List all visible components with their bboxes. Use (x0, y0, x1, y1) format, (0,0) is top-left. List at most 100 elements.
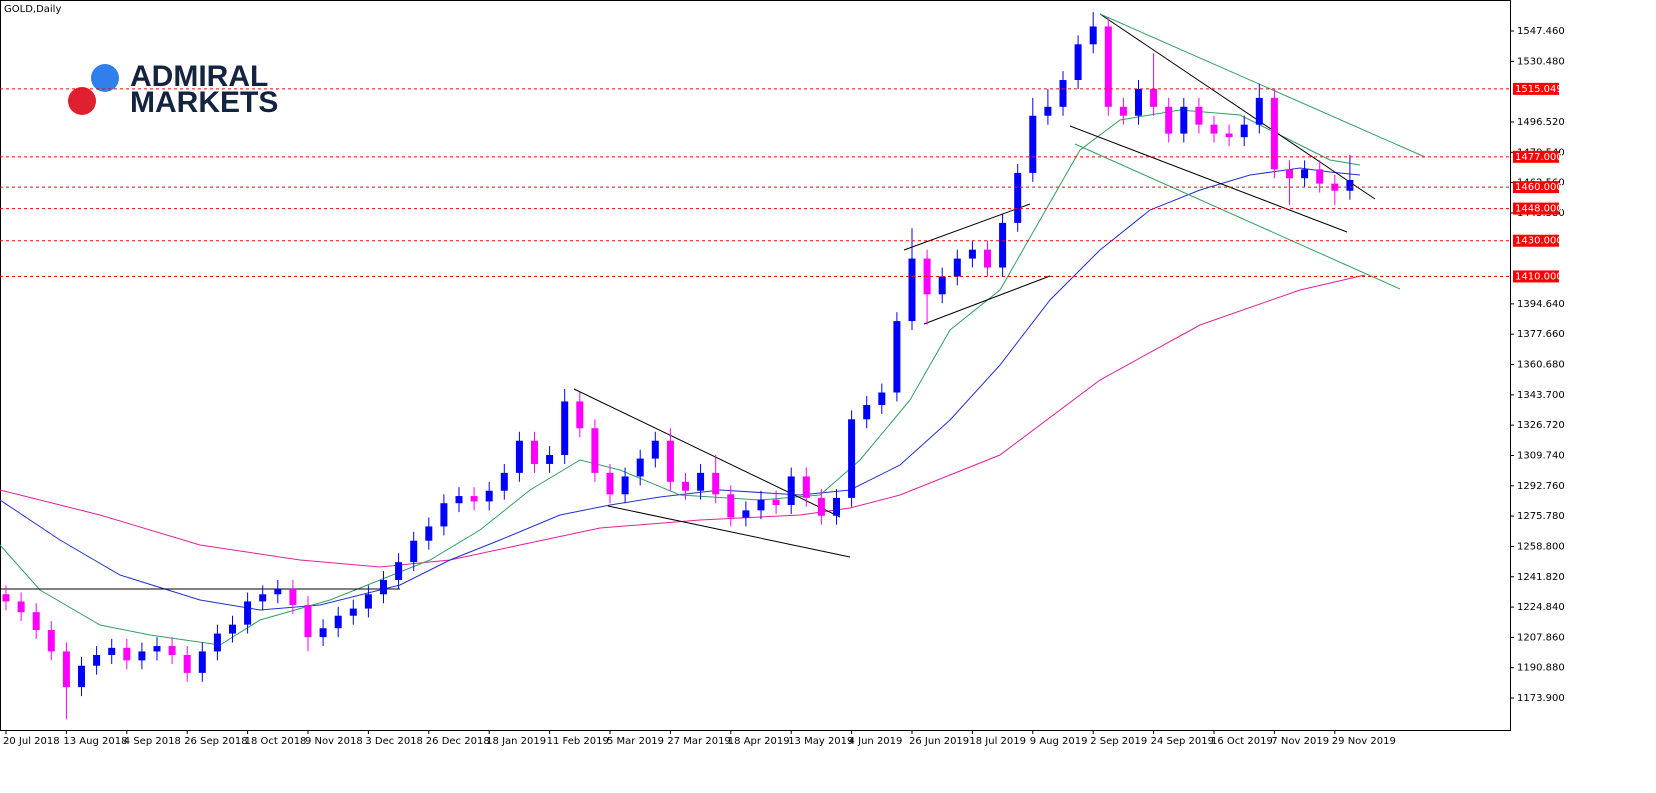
candle-body (1180, 106, 1188, 134)
y-tick-label: 1207.860 (1517, 632, 1565, 643)
candle-body (334, 615, 342, 629)
candle-body (213, 633, 221, 652)
candle-body (289, 588, 297, 606)
trend-line (1099, 13, 1376, 200)
indicators (0, 13, 1426, 646)
candle-body (455, 496, 463, 504)
candle-body (1210, 124, 1218, 134)
y-tick-label: 1292.760 (1517, 481, 1565, 492)
candle-body (349, 608, 357, 616)
candle-body (1286, 169, 1293, 179)
candle-body (244, 601, 252, 625)
x-tick-label: 4 Sep 2018 (124, 736, 181, 747)
x-tick-label: 5 Mar 2019 (607, 736, 664, 747)
candle-body (425, 526, 433, 541)
candle-body (1225, 133, 1233, 138)
candle-body (153, 646, 161, 652)
candle-body (1195, 106, 1203, 125)
x-tick-label: 18 Jan 2019 (486, 736, 546, 747)
candle-body (47, 630, 55, 652)
x-tick-label: 4 Jun 2019 (849, 736, 903, 747)
candle-body (485, 490, 493, 502)
candle-body (727, 494, 735, 518)
candle-body (712, 472, 720, 495)
trend-line (1099, 13, 1426, 158)
level-label-box (1513, 202, 1559, 215)
x-tick-label: 9 Nov 2018 (305, 736, 363, 747)
level-label: 1515.049 (1515, 84, 1563, 95)
candle-body (531, 440, 538, 464)
y-tick-label: 1530.480 (1517, 56, 1565, 67)
candle-body (984, 249, 991, 268)
candle-body (1059, 80, 1067, 107)
candle-body (636, 458, 644, 477)
candle-body (168, 646, 176, 656)
x-tick-label: 13 Aug 2018 (63, 736, 127, 747)
x-tick-label: 16 Oct 2019 (1211, 736, 1273, 747)
level-label-box (1513, 181, 1559, 194)
candle-body (953, 258, 961, 277)
y-tick-label: 1275.780 (1517, 511, 1565, 522)
level-label-box (1513, 82, 1559, 95)
x-tick-label: 13 May 2019 (788, 736, 853, 747)
logo-text: MARKETS (130, 86, 278, 119)
level-label: 1448.000 (1515, 204, 1563, 215)
x-tick-label: 3 Dec 2018 (365, 736, 423, 747)
trend-line (903, 203, 1031, 251)
candle-body (848, 419, 856, 498)
candle-body (576, 401, 584, 429)
candle-body (1316, 169, 1324, 184)
candle-body (817, 497, 825, 516)
level-label: 1430.000 (1515, 236, 1563, 247)
moving-average (0, 109, 1361, 646)
candle-body (666, 440, 674, 482)
candle-body (304, 605, 312, 638)
x-tick-label: 27 Mar 2019 (667, 736, 730, 747)
candle-body (108, 647, 116, 656)
logo: ADMIRAL MARKETS (68, 60, 278, 119)
x-tick-label: 7 Nov 2019 (1271, 736, 1329, 747)
y-tick-label: 1360.680 (1517, 360, 1565, 371)
candle-body (515, 440, 523, 473)
candle-body (259, 594, 267, 602)
candle-body (1089, 26, 1097, 45)
candle-body (2, 594, 10, 602)
candle-body (863, 405, 871, 420)
moving-average (0, 274, 1366, 568)
trend-line (573, 388, 841, 518)
y-tick-label: 1258.800 (1517, 541, 1565, 552)
candle-body (561, 401, 569, 456)
y-tick-label: 1343.700 (1517, 390, 1565, 401)
candle-body (93, 655, 101, 666)
trend-line (1074, 143, 1401, 290)
candle-body (138, 651, 146, 661)
candle-body (591, 428, 599, 473)
chart-title: GOLD,Daily (4, 4, 61, 15)
candle-body (878, 392, 886, 406)
candle-body (395, 562, 403, 581)
level-label: 1410.000 (1515, 271, 1563, 282)
candle-body (742, 510, 750, 518)
candle-body (893, 321, 901, 393)
candle-body (772, 499, 780, 506)
x-tick-label: 2 Sep 2019 (1090, 736, 1147, 747)
y-tick-label: 1309.740 (1517, 450, 1565, 461)
candle-body (968, 249, 976, 259)
candle-body (682, 481, 689, 491)
candle-body (787, 476, 795, 506)
candle-body (500, 472, 508, 491)
candle-body (78, 665, 85, 688)
x-tick-label: 26 Sep 2018 (184, 736, 247, 747)
candle-body (410, 540, 418, 563)
y-tick-label: 1241.820 (1517, 572, 1565, 583)
candle-body (274, 588, 282, 595)
level-label-box (1513, 270, 1559, 283)
candle-body (651, 440, 659, 459)
y-tick-label: 1190.880 (1517, 663, 1565, 674)
candle-body (183, 655, 191, 673)
candle-body (1150, 88, 1158, 107)
x-tick-label: 20 Jul 2018 (3, 736, 60, 747)
candle-body (1044, 106, 1052, 116)
x-tick-label: 18 Jul 2019 (969, 736, 1026, 747)
